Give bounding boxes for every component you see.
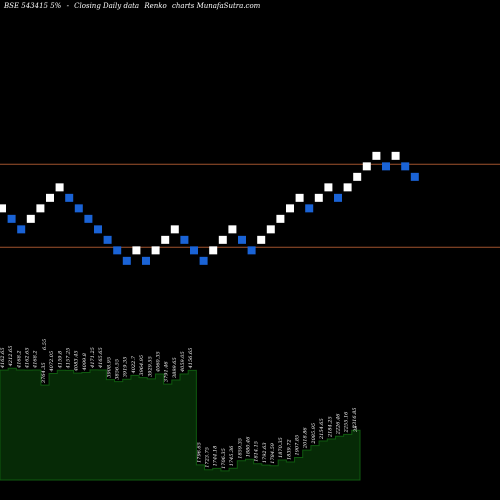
down-brick — [190, 246, 198, 255]
down-brick — [74, 204, 83, 213]
volume-label: 4212.65 — [8, 346, 14, 368]
up-brick — [151, 246, 160, 255]
volume-label: 1907.85 — [295, 435, 301, 456]
up-brick — [55, 183, 64, 192]
volume-label: 4162.65 — [25, 347, 31, 369]
volume-label: 3899.65 — [172, 357, 178, 378]
down-brick — [17, 225, 26, 234]
up-brick — [266, 225, 275, 234]
volume-label: 3791.46 — [164, 361, 170, 382]
up-brick — [161, 235, 170, 244]
down-brick — [238, 235, 246, 244]
down-brick — [113, 246, 122, 255]
volume-label: 4156.65 — [188, 348, 194, 370]
up-brick — [228, 225, 237, 234]
volume-label: 4022.7 — [131, 355, 137, 374]
volume-label: 2226.46 — [335, 413, 341, 435]
down-brick — [103, 235, 112, 244]
up-brick — [343, 183, 352, 192]
up-brick — [218, 235, 227, 244]
volume-label: 1706.35 — [221, 448, 227, 469]
volume-label: 1796.65 — [196, 442, 202, 463]
volume-label: 4072.05 — [49, 351, 55, 373]
volume-label: 4168.2 — [16, 350, 22, 369]
down-brick — [94, 225, 102, 234]
volume-label: 2255.16 — [344, 411, 350, 433]
volume-label: 2316.85 — [352, 408, 358, 430]
up-brick — [132, 246, 141, 255]
volume-label: 1839.72 — [286, 439, 292, 460]
volume-label: 2085.95 — [311, 423, 317, 445]
volume-label: 2154.65 — [319, 418, 325, 440]
volume-label: 1859.35 — [237, 438, 243, 459]
down-brick — [84, 214, 93, 223]
symbol-label: BSE 543415 5% — [4, 2, 62, 10]
down-brick — [7, 214, 16, 223]
volume-area — [0, 367, 361, 481]
down-brick — [142, 256, 150, 265]
volume-label: 3964.95 — [139, 355, 145, 376]
volume-label: 4083.45 — [74, 350, 80, 372]
up-brick — [295, 193, 304, 202]
up-brick — [372, 151, 381, 160]
volume-label: 1880.46 — [245, 436, 251, 457]
down-brick — [122, 256, 131, 265]
chart-type-label: Closing Daily data — [74, 2, 140, 10]
up-brick — [286, 204, 294, 213]
up-brick — [257, 235, 266, 244]
volume-label: 1814.15 — [254, 441, 260, 462]
down-brick — [247, 246, 256, 255]
volume-label: 4165.65 — [98, 347, 104, 369]
down-brick — [382, 162, 390, 171]
volume-label: 1744.18 — [213, 446, 219, 467]
volume-label: 3919.35 — [123, 357, 129, 378]
up-brick — [391, 151, 400, 160]
up-brick — [0, 204, 6, 213]
volume-label: 3908.95 — [106, 357, 112, 378]
up-brick — [170, 225, 179, 234]
volume-label: 1784.59 — [270, 442, 276, 463]
chart-header: BSE 543415 5% - Closing Daily data Renko… — [4, 2, 263, 10]
down-brick — [410, 172, 419, 181]
up-brick — [209, 246, 218, 255]
down-brick — [65, 193, 74, 202]
site-label: charts MunafaSutra.com — [171, 2, 261, 10]
volume-top-label: 6.55 — [42, 339, 48, 350]
volume-label: 4171.25 — [90, 347, 96, 369]
down-brick — [401, 162, 410, 171]
down-brick — [334, 193, 342, 202]
volume-label: 1792.63 — [262, 442, 268, 463]
down-brick — [305, 204, 314, 213]
volume-label: 1745.36 — [229, 445, 235, 466]
volume-label: 3856.55 — [115, 359, 121, 380]
volume-end-label: 35 — [353, 426, 359, 432]
up-brick — [36, 204, 45, 213]
volume-label: 4059.05 — [180, 351, 186, 373]
up-brick — [362, 162, 371, 171]
volume-label: 1870.35 — [278, 437, 284, 458]
volume-label: 4157.25 — [65, 348, 71, 370]
up-brick — [276, 214, 285, 223]
volume-label: 4159.8 — [57, 351, 63, 370]
volume-label: 2184.25 — [327, 416, 333, 438]
volume-label: 3929.55 — [147, 356, 153, 377]
up-brick — [46, 193, 54, 202]
up-brick — [324, 183, 333, 192]
brand-label: Renko — [144, 2, 167, 10]
volume-label: 1723.75 — [205, 447, 211, 468]
separator-label: - — [66, 2, 69, 10]
volume-label: 4099.8 — [82, 353, 88, 372]
volume-label: 4162.65 — [0, 347, 6, 369]
down-brick — [180, 235, 189, 244]
up-brick — [314, 193, 323, 202]
volume-label: 3764.35 — [41, 362, 47, 383]
down-brick — [199, 256, 208, 265]
volume-label: 4060.35 — [155, 351, 161, 373]
volume-label: 4168.2 — [33, 350, 39, 369]
up-brick — [26, 214, 35, 223]
volume-label: 2018.86 — [303, 427, 309, 449]
up-brick — [353, 172, 362, 181]
